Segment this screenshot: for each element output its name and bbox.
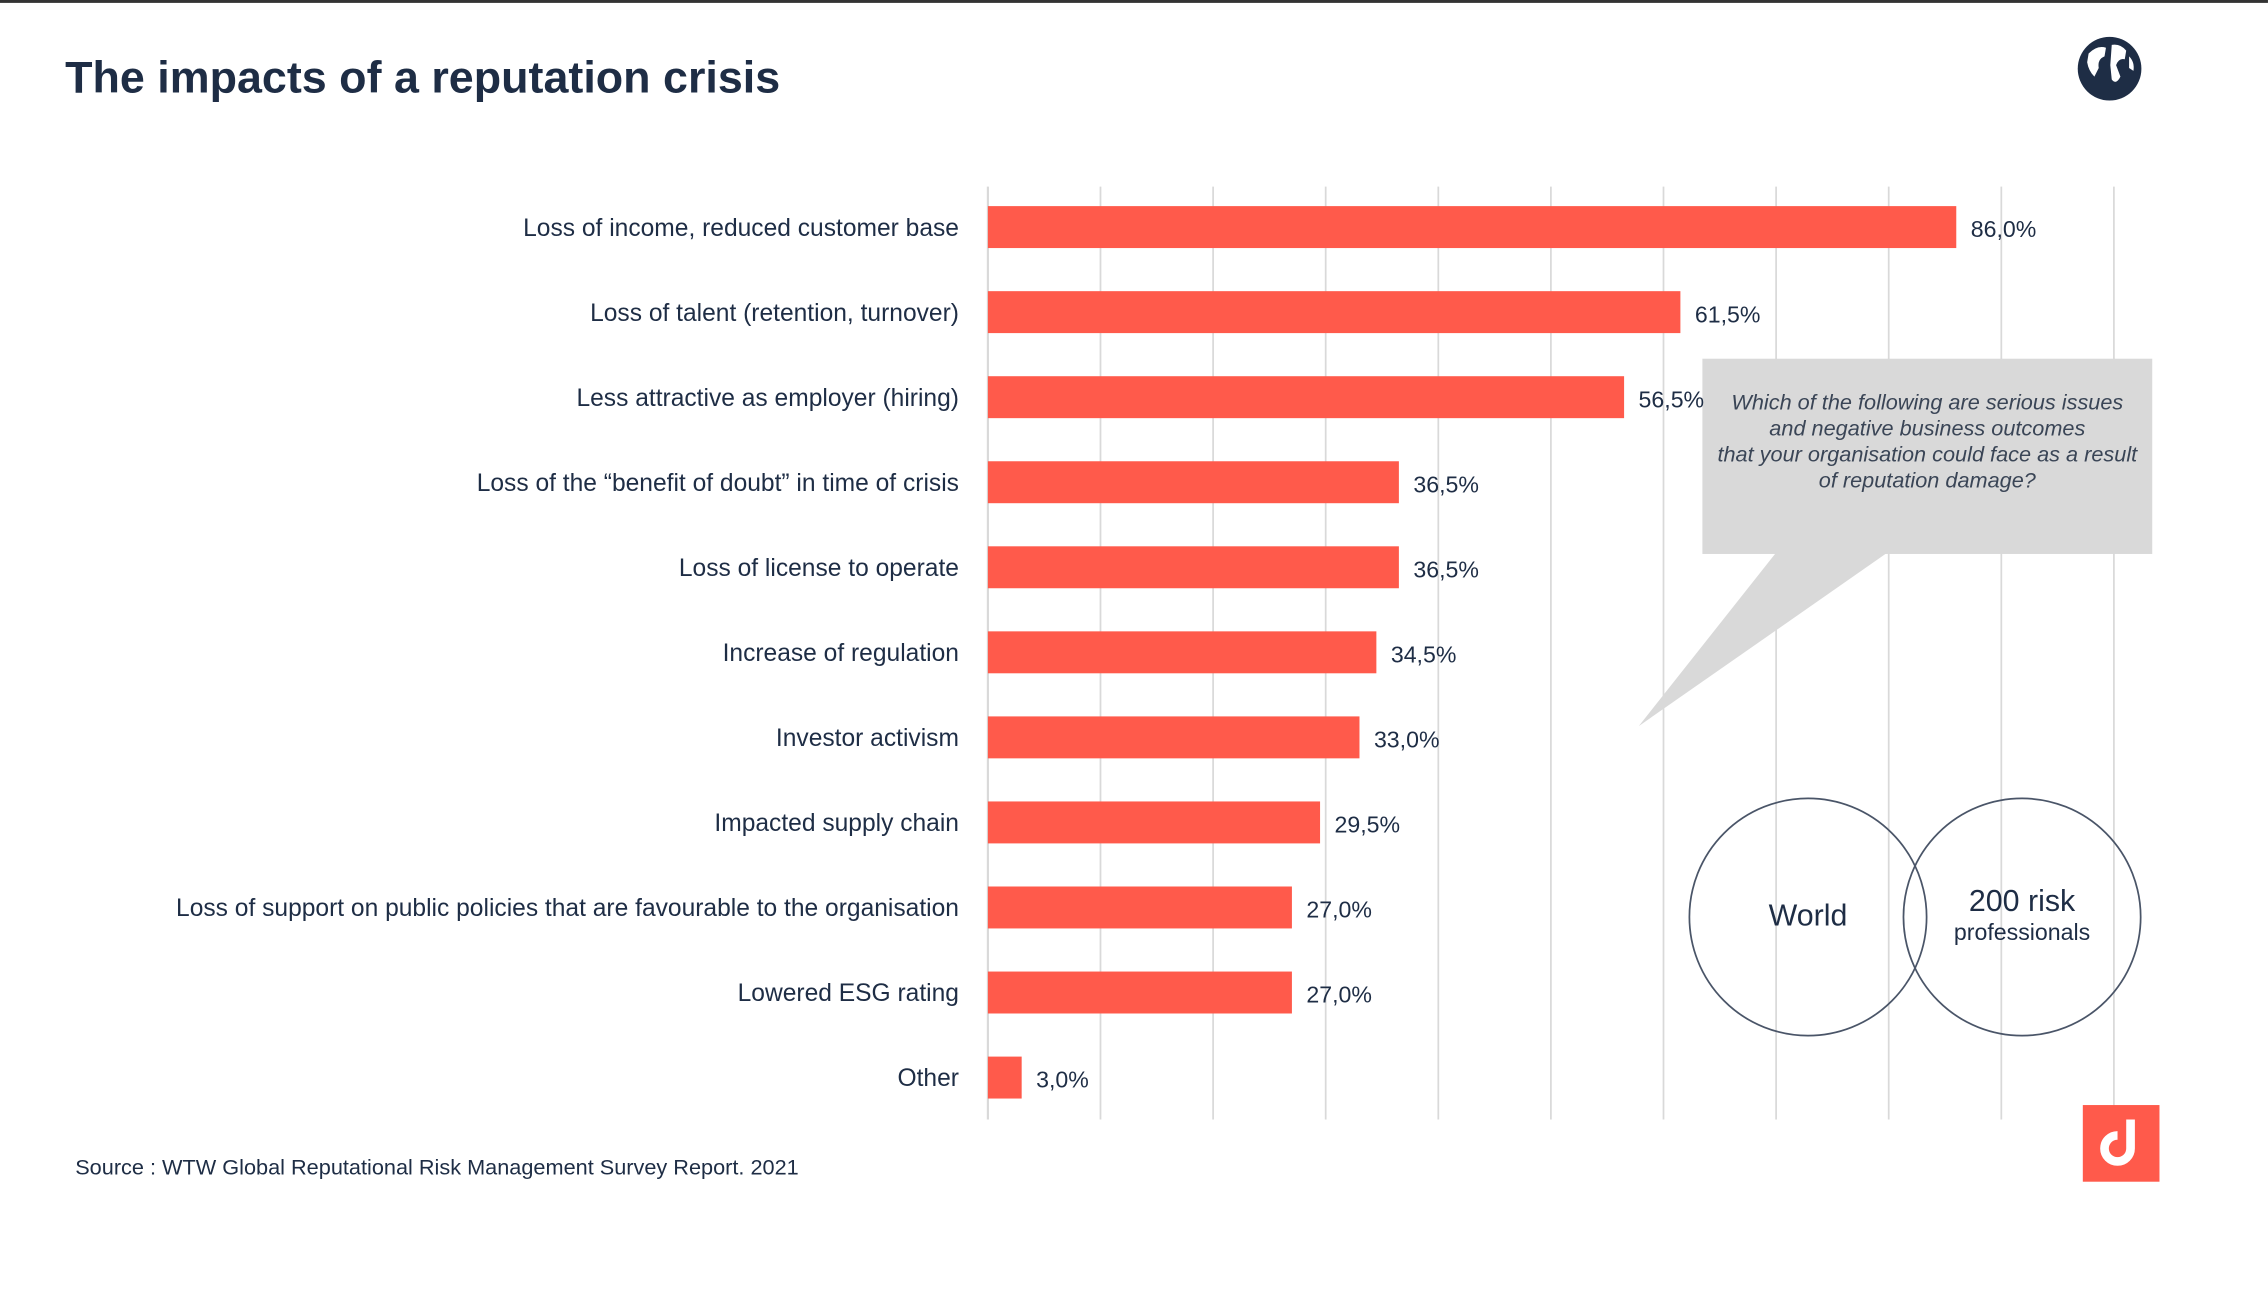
bar bbox=[987, 291, 1681, 334]
data-label: 27,0% bbox=[1306, 982, 1372, 1008]
bar bbox=[987, 886, 1292, 929]
callout-question: Which of the following are serious issue… bbox=[1717, 390, 2138, 494]
circle-count-label: 200 risk bbox=[1968, 885, 2076, 919]
source-note: Source : WTW Global Reputational Risk Ma… bbox=[75, 1155, 799, 1181]
bar bbox=[987, 461, 1399, 504]
callout-tail bbox=[1638, 552, 1888, 727]
circle-professionals bbox=[1902, 797, 2142, 1037]
data-label: 29,5% bbox=[1335, 812, 1401, 838]
circle-world-label: World bbox=[1768, 899, 1848, 933]
category-label: Lowered ESG rating bbox=[738, 980, 959, 1007]
bar bbox=[987, 1056, 1022, 1099]
bar bbox=[987, 631, 1377, 674]
category-label: Loss of support on public policies that … bbox=[176, 895, 959, 922]
callout-box bbox=[1702, 358, 2153, 554]
brand-logo bbox=[2082, 1105, 2160, 1182]
circle-professionals-label: professionals bbox=[1953, 921, 2091, 946]
category-label: Loss of income, reduced customer base bbox=[523, 215, 959, 242]
bar bbox=[987, 376, 1625, 419]
bar bbox=[987, 971, 1292, 1014]
globe-icon bbox=[2077, 36, 2142, 101]
data-label: 61,5% bbox=[1695, 301, 1761, 327]
data-label: 34,5% bbox=[1391, 641, 1457, 667]
category-label: Impacted supply chain bbox=[714, 810, 959, 837]
bar bbox=[987, 206, 1957, 249]
data-label: 36,5% bbox=[1413, 471, 1479, 497]
data-label: 56,5% bbox=[1639, 386, 1705, 412]
category-label: Other bbox=[897, 1065, 958, 1092]
category-label: Loss of license to operate bbox=[679, 555, 959, 582]
data-label: 86,0% bbox=[1971, 216, 2037, 242]
data-label: 36,5% bbox=[1413, 556, 1479, 582]
circle-world bbox=[1688, 797, 1928, 1037]
category-label: Investor activism bbox=[776, 725, 959, 752]
page-title: The impacts of a reputation crisis bbox=[65, 52, 781, 103]
category-label: Less attractive as employer (hiring) bbox=[576, 385, 958, 412]
category-label: Loss of the “benefit of doubt” in time o… bbox=[477, 470, 959, 497]
data-label: 33,0% bbox=[1374, 726, 1440, 752]
bar bbox=[987, 801, 1321, 844]
category-label: Increase of regulation bbox=[723, 640, 959, 667]
data-label: 3,0% bbox=[1036, 1067, 1089, 1093]
bar bbox=[987, 716, 1360, 759]
bar-chart: Loss of income, reduced customer base 86,… bbox=[176, 186, 2153, 1120]
data-label: 27,0% bbox=[1306, 897, 1372, 923]
category-label: Loss of talent (retention, turnover) bbox=[590, 300, 959, 327]
bar bbox=[987, 546, 1399, 589]
